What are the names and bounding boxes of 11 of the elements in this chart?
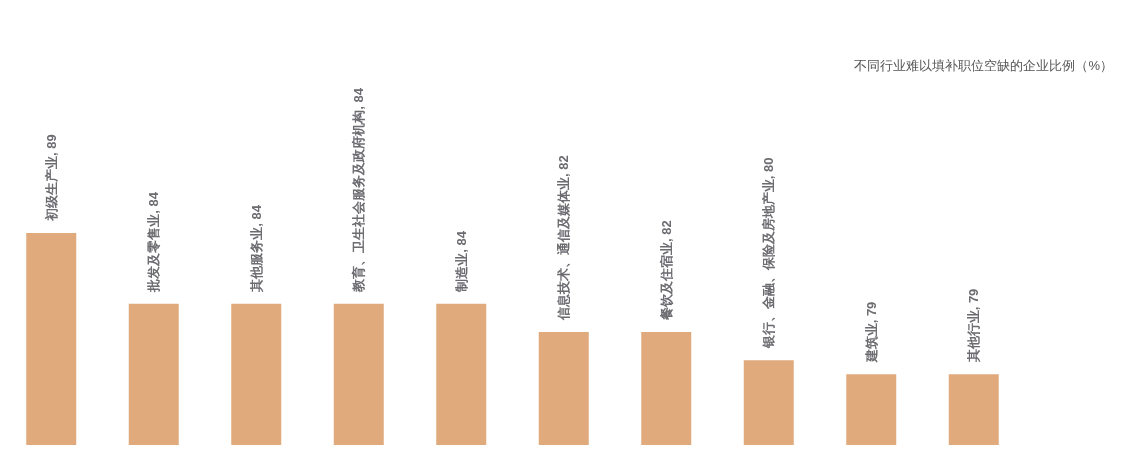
chart-title: 不同行业难以填补职位空缺的企业比例（%） xyxy=(854,58,1113,73)
data-label: 教育、卫生社会服务及政府机构, 84 xyxy=(351,87,367,293)
data-label: 初级生产业, 89 xyxy=(43,134,59,222)
data-label: 银行、金融、保险及房地产业, 80 xyxy=(761,157,777,350)
data-label: 批发及零售业, 84 xyxy=(146,191,162,293)
data-label: 建筑业, 79 xyxy=(863,301,879,364)
data-label: 其他行业, 79 xyxy=(966,288,982,364)
data-label: 信息技术、通信及媒体业, 82 xyxy=(556,155,572,321)
data-label: 制造业, 84 xyxy=(453,230,469,293)
data-label: 其他服务业, 84 xyxy=(248,204,264,293)
data-label: 餐饮及住宿业, 82 xyxy=(658,220,674,321)
